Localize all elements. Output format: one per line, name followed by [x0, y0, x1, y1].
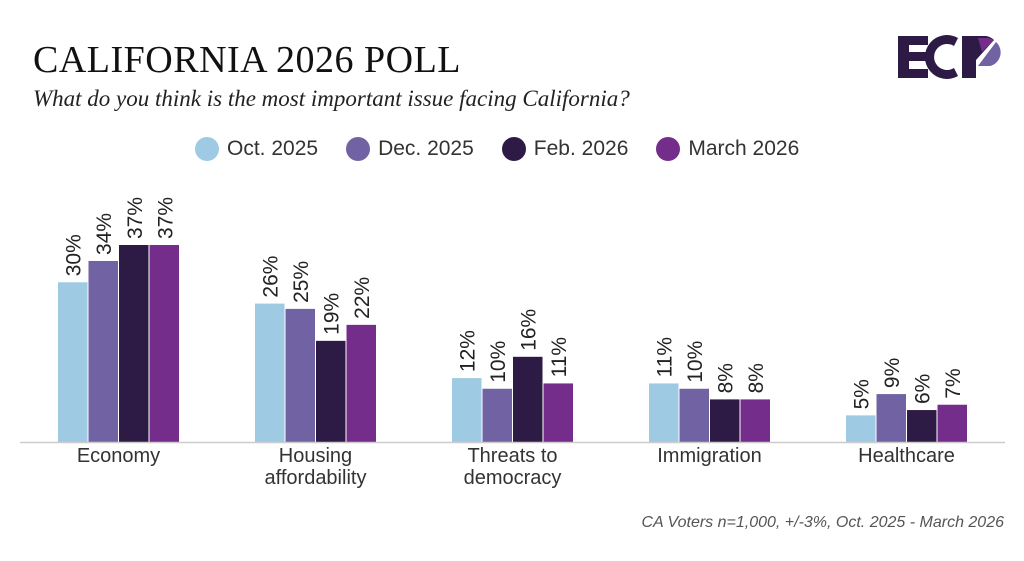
- bar: [679, 388, 709, 442]
- bar: [316, 340, 346, 442]
- legend-item: Dec. 2025: [346, 137, 474, 161]
- data-label: 25%: [290, 261, 313, 303]
- legend-item: March 2026: [656, 137, 799, 161]
- chart-subtitle: What do you think is the most important …: [33, 86, 630, 111]
- data-label: 12%: [457, 330, 480, 372]
- bar: [846, 415, 876, 442]
- legend: Oct. 2025 Dec. 2025 Feb. 2026 March 2026: [195, 137, 799, 161]
- data-label: 30%: [63, 234, 86, 276]
- legend-swatch: [346, 137, 371, 161]
- legend-swatch: [656, 137, 681, 161]
- data-label: 8%: [745, 363, 768, 393]
- footnote: CA Voters n=1,000, +/-3%, Oct. 2025 - Ma…: [641, 514, 1004, 531]
- category-label: Housing: [279, 445, 352, 467]
- category-label: Threats to: [467, 445, 557, 467]
- bar: [149, 245, 179, 442]
- data-label: 37%: [124, 197, 147, 239]
- bar: [710, 399, 740, 442]
- bar: [285, 308, 315, 442]
- category-label: Economy: [77, 445, 160, 467]
- data-label: 9%: [881, 358, 904, 388]
- legend-label: Dec. 2025: [378, 137, 474, 160]
- bar: [543, 383, 573, 442]
- bar: [119, 245, 149, 442]
- legend-swatch: [501, 137, 526, 161]
- data-label: 10%: [487, 341, 510, 383]
- data-label: 22%: [351, 277, 374, 319]
- chart-title: CALIFORNIA 2026 POLL: [33, 39, 462, 81]
- data-label: 11%: [548, 337, 571, 377]
- bar: [740, 399, 770, 442]
- legend-label: Oct. 2025: [227, 137, 319, 160]
- data-label: 16%: [518, 309, 541, 351]
- data-label: 8%: [715, 363, 738, 393]
- bar: [937, 404, 967, 442]
- data-label: 5%: [851, 379, 874, 409]
- bar: [876, 394, 906, 442]
- bar: [907, 410, 937, 442]
- data-label: 11%: [654, 337, 677, 377]
- legend-label: Feb. 2026: [533, 137, 629, 160]
- data-label: 6%: [912, 374, 935, 404]
- data-label: 10%: [684, 341, 707, 383]
- bar: [649, 383, 679, 442]
- bar: [346, 324, 376, 442]
- data-label: 37%: [154, 197, 177, 239]
- category-label: affordability: [265, 467, 367, 489]
- data-label: 19%: [321, 293, 344, 335]
- data-label: 26%: [260, 256, 283, 298]
- legend-swatch: [195, 137, 219, 161]
- category-label: Immigration: [657, 445, 761, 467]
- bar: [58, 282, 88, 442]
- ecp-logo: [898, 34, 1001, 79]
- category-label: democracy: [464, 467, 562, 489]
- bar: [513, 356, 543, 442]
- legend-item: Feb. 2026: [501, 137, 629, 161]
- category-label: Healthcare: [858, 445, 955, 467]
- data-label: 7%: [942, 368, 965, 398]
- bar: [255, 303, 285, 442]
- bar: [88, 260, 118, 442]
- legend-item: Oct. 2025: [195, 137, 318, 161]
- data-label: 34%: [93, 213, 116, 255]
- legend-label: March 2026: [688, 137, 800, 160]
- bar: [482, 388, 512, 442]
- bar: [452, 378, 482, 442]
